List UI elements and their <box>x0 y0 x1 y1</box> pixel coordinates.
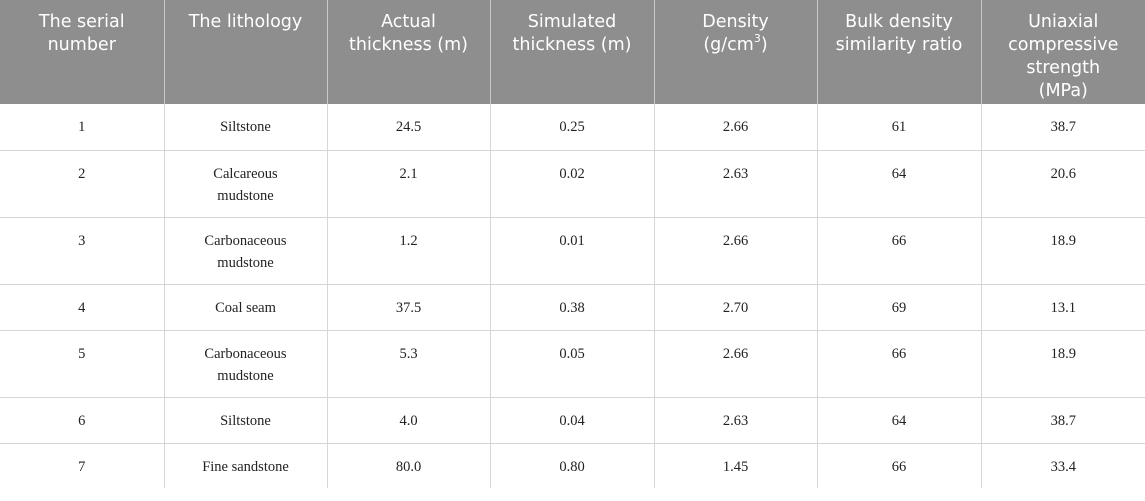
cell-ucs: 33.4 <box>1050 458 1076 475</box>
header-row: The serial number The lithology Actual t… <box>0 0 1145 104</box>
header-density-superscript: 3 <box>753 32 761 46</box>
cell-simulated-thickness: 0.04 <box>490 397 655 444</box>
header-bulk-label: Bulk density similarity ratio <box>835 12 963 55</box>
cell-actual-thickness: 4.0 <box>327 397 491 444</box>
cell-actual-thickness: 80.0 <box>327 443 491 488</box>
cell-simulated-thickness: 0.38 <box>490 284 655 331</box>
cell-bulk-ratio: 64 <box>817 397 982 444</box>
cell-serial: 1 <box>0 104 165 151</box>
cell-serial: 2 <box>0 150 165 218</box>
cell-simulated-thickness: 0.25 <box>490 104 655 151</box>
header-bulk-density-ratio: Bulk density similarity ratio <box>817 0 982 104</box>
cell-serial: 7 <box>0 443 165 488</box>
cell-simulated-thickness: 0.02 <box>490 150 655 218</box>
cell-lithology: Fine sandstone <box>164 443 328 488</box>
cell-serial: 3 <box>0 217 165 285</box>
cell-density: 2.70 <box>654 284 818 331</box>
table-row: 4 Coal seam 37.5 0.38 2.70 69 13.1 <box>0 284 1145 331</box>
table-row: 7 Fine sandstone 80.0 0.80 1.45 66 33.4 <box>0 443 1145 488</box>
cell-ucs: 13.1 <box>981 284 1145 331</box>
cell-lithology: Coal seam <box>164 284 328 331</box>
cell-actual-thickness: 5.3 <box>327 330 491 398</box>
header-simulated-label: Simulated thickness (m) <box>512 12 632 55</box>
cell-bulk-ratio: 61 <box>817 104 982 151</box>
cell-ucs: 18.9 <box>981 330 1145 398</box>
cell-lithology: Carbonaceous mudstone <box>164 217 328 285</box>
cell-lithology: Siltstone <box>164 104 328 151</box>
cell-actual-thickness: 37.5 <box>327 284 491 331</box>
table-row: 2 Calcareous mudstone 2.1 0.02 2.63 64 2… <box>0 150 1145 218</box>
header-lithology-label: The lithology <box>188 12 303 32</box>
header-density-end: ) <box>760 35 768 55</box>
cell-simulated-thickness: 0.80 <box>490 443 655 488</box>
cell-bulk-ratio: 66 <box>817 330 982 398</box>
cell-simulated-thickness: 0.05 <box>490 330 655 398</box>
header-serial-number: The serial number <box>0 0 165 104</box>
cell-density: 2.66 <box>654 104 818 151</box>
header-serial-label: The serial number <box>38 12 125 55</box>
cell-actual-thickness: 24.5 <box>327 104 491 151</box>
cell-density: 2.66 <box>654 217 818 285</box>
cell-lithology: Siltstone <box>164 397 328 444</box>
cell-bulk-ratio: 69 <box>817 284 982 331</box>
cell-bulk-ratio: 66 <box>817 443 982 488</box>
cell-actual-thickness: 1.2 <box>327 217 491 285</box>
cell-serial: 4 <box>0 284 165 331</box>
cell-lithology-text: Carbonaceous mudstone <box>204 232 287 271</box>
cell-bulk-ratio: 66 <box>817 217 982 285</box>
cell-density: 1.45 <box>654 443 818 488</box>
cell-ucs: 18.9 <box>981 217 1145 285</box>
table-row: 5 Carbonaceous mudstone 5.3 0.05 2.66 66… <box>0 330 1145 398</box>
lithology-table: The serial number The lithology Actual t… <box>0 0 1145 488</box>
header-ucs-label: Uniaxial compressive strength (MPa) <box>1008 12 1119 101</box>
cell-bulk-ratio: 64 <box>817 150 982 218</box>
cell-lithology: Calcareous mudstone <box>164 150 328 218</box>
header-uniaxial-strength: Uniaxial compressive strength (MPa) <box>981 0 1145 104</box>
header-simulated-thickness: Simulated thickness (m) <box>490 0 655 104</box>
header-density: Density (g/cm3) <box>654 0 818 104</box>
cell-lithology: Carbonaceous mudstone <box>164 330 328 398</box>
header-density-label: Density (g/cm3) <box>686 11 786 57</box>
cell-density: 2.63 <box>654 150 818 218</box>
table-row: 1 Siltstone 24.5 0.25 2.66 61 38.7 <box>0 104 1145 151</box>
cell-ucs: 38.7 <box>981 397 1145 444</box>
cell-density: 2.66 <box>654 330 818 398</box>
cell-actual-thickness: 2.1 <box>327 150 491 218</box>
header-actual-label: Actual thickness (m) <box>349 12 468 55</box>
cell-serial: 5 <box>0 330 165 398</box>
cell-simulated-thickness: 0.01 <box>490 217 655 285</box>
cell-lithology-text: Carbonaceous mudstone <box>204 345 287 384</box>
cell-density: 2.63 <box>654 397 818 444</box>
cell-serial: 6 <box>0 397 165 444</box>
header-lithology: The lithology <box>164 0 328 104</box>
cell-lithology-text: Calcareous mudstone <box>213 165 278 204</box>
header-actual-thickness: Actual thickness (m) <box>327 0 491 104</box>
table-row: 3 Carbonaceous mudstone 1.2 0.01 2.66 66… <box>0 217 1145 285</box>
table-row: 6 Siltstone 4.0 0.04 2.63 64 38.7 <box>0 397 1145 444</box>
header-density-main: Density (g/cm <box>702 12 769 55</box>
cell-ucs: 20.6 <box>981 150 1145 218</box>
cell-ucs: 38.7 <box>981 104 1145 151</box>
